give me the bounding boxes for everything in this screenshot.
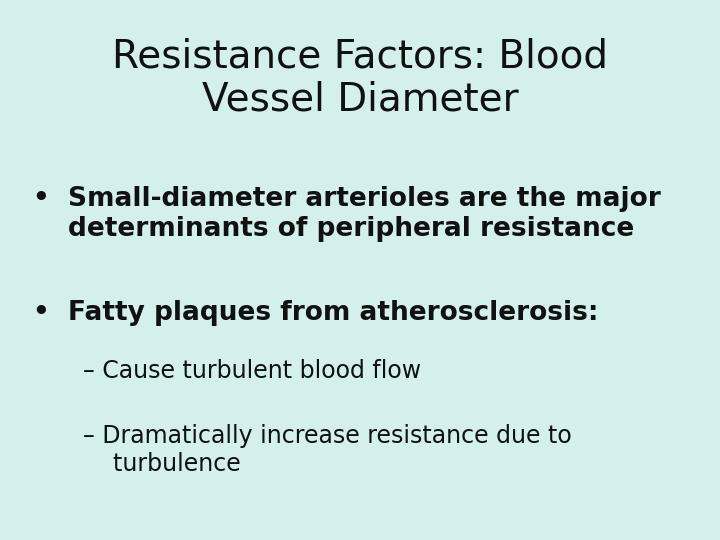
Text: Small-diameter arterioles are the major
determinants of peripheral resistance: Small-diameter arterioles are the major … (68, 186, 661, 242)
Text: •: • (32, 300, 49, 326)
Text: Resistance Factors: Blood
Vessel Diameter: Resistance Factors: Blood Vessel Diamete… (112, 38, 608, 118)
Text: •: • (32, 186, 49, 212)
Text: – Cause turbulent blood flow: – Cause turbulent blood flow (83, 359, 421, 383)
Text: Fatty plaques from atherosclerosis:: Fatty plaques from atherosclerosis: (68, 300, 599, 326)
Text: – Dramatically increase resistance due to
    turbulence: – Dramatically increase resistance due t… (83, 424, 572, 476)
